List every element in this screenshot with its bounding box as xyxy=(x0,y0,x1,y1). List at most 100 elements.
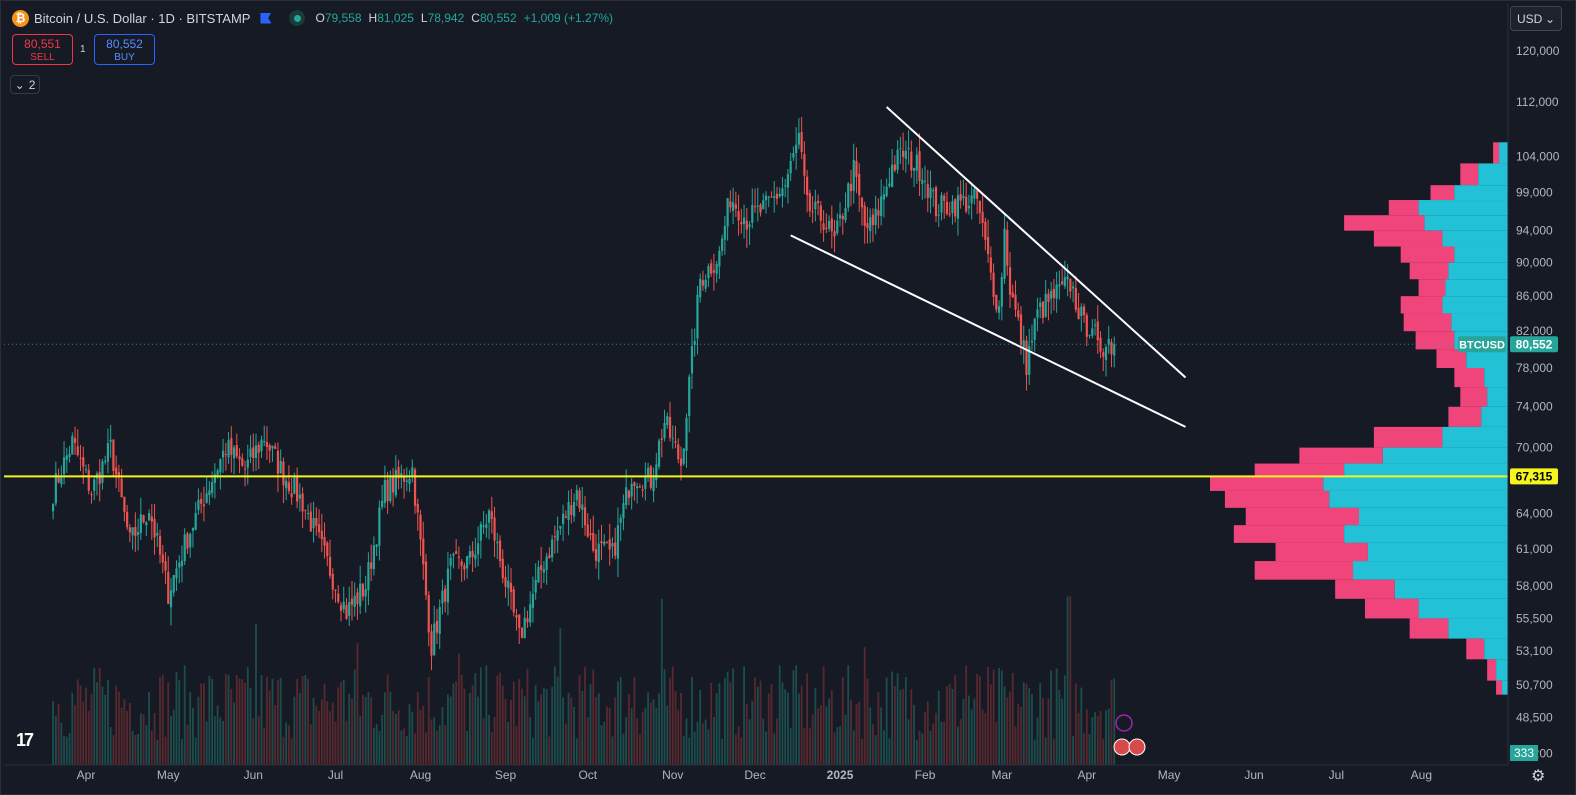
volume-bar xyxy=(364,696,367,765)
candle-body xyxy=(175,568,178,579)
candle-body xyxy=(622,503,625,519)
candle-body xyxy=(84,468,88,470)
volume-bar xyxy=(510,699,512,765)
volume-bar xyxy=(74,704,76,765)
volume-bar xyxy=(1091,717,1094,765)
volume-bar xyxy=(628,693,630,765)
volume-bar xyxy=(926,701,929,765)
candle-body xyxy=(150,516,153,522)
indicators-toggle-button[interactable]: ⌄ 2 xyxy=(10,75,40,94)
candle-body xyxy=(822,223,825,230)
candle-body xyxy=(671,438,674,440)
candle-body xyxy=(219,459,222,473)
volume-bar xyxy=(789,728,792,765)
candle-body xyxy=(707,266,710,278)
volume-bar xyxy=(419,709,422,765)
volume-bar xyxy=(962,698,965,765)
volume-bar xyxy=(795,665,798,765)
y-tick-label: 48,500 xyxy=(1516,711,1553,725)
volume-bar xyxy=(120,707,123,765)
volume-bar xyxy=(1105,710,1107,765)
currency-select[interactable]: USD ⌄ xyxy=(1510,6,1562,31)
volume-bar xyxy=(208,675,211,765)
candle-body xyxy=(611,543,614,547)
buy-button[interactable]: 80,552 BUY xyxy=(94,34,155,65)
candle-body xyxy=(597,543,600,563)
market-status-icon[interactable] xyxy=(289,10,306,26)
volume-bar xyxy=(112,735,115,765)
volume-bar xyxy=(529,717,532,765)
low-value: 78,942 xyxy=(427,11,465,25)
volume-bar xyxy=(378,731,381,765)
candle-body xyxy=(967,205,971,209)
candle-body xyxy=(367,562,370,591)
candle-body xyxy=(191,527,195,531)
x-tick-label: May xyxy=(157,768,180,782)
candle-body xyxy=(775,193,779,199)
volume-bar xyxy=(205,721,208,765)
candle-body xyxy=(378,507,381,546)
volume-bar xyxy=(82,701,85,765)
volume-bar xyxy=(792,670,795,765)
volume-bar xyxy=(309,724,312,765)
sell-button[interactable]: 80,551 SELL xyxy=(12,34,73,65)
candle-body xyxy=(981,211,984,223)
volume-bar xyxy=(578,675,581,765)
candle-body xyxy=(1085,314,1088,337)
us-flag-event-icon xyxy=(1128,738,1146,756)
volume-bar xyxy=(915,739,918,765)
tradingview-logo-icon[interactable]: 17 xyxy=(16,730,34,750)
candle-body xyxy=(350,598,354,605)
candle-body xyxy=(1104,346,1108,360)
candle-body xyxy=(948,213,951,215)
volume-bar xyxy=(674,691,677,765)
candle-body xyxy=(68,453,71,458)
candle-body xyxy=(1066,276,1069,280)
candle-body xyxy=(101,461,104,483)
x-tick-label: Oct xyxy=(578,768,597,782)
volume-bar xyxy=(1085,709,1088,765)
candle-body xyxy=(408,478,411,484)
candle-body xyxy=(847,183,850,208)
candle-body xyxy=(581,504,584,510)
candle-body xyxy=(838,214,842,219)
candle-body xyxy=(161,554,164,563)
volume-bar xyxy=(488,714,490,765)
volume-bar xyxy=(172,709,175,765)
volume-bar xyxy=(710,682,713,765)
volume-bar xyxy=(973,698,976,765)
x-tick-label: Feb xyxy=(915,768,936,782)
last-price-label-value: 80,552 xyxy=(1516,337,1553,351)
x-tick-label: Aug xyxy=(1411,768,1432,782)
candle-body xyxy=(723,225,726,240)
volume-bar xyxy=(778,665,781,765)
volume-profile-up xyxy=(1442,296,1508,314)
candle-body xyxy=(427,595,430,633)
symbol-title[interactable]: Bitcoin / U.S. Dollar · 1D · BITSTAMP xyxy=(34,10,251,26)
candle-body xyxy=(729,201,732,208)
candle-body xyxy=(117,472,121,478)
candle-body xyxy=(213,474,216,483)
volume-profile-up xyxy=(1454,185,1508,201)
candle-body xyxy=(896,149,899,170)
volume-profile-down xyxy=(1373,426,1443,448)
candle-body xyxy=(874,208,877,225)
volume-bar xyxy=(447,694,449,765)
candle-body xyxy=(641,489,644,491)
trendline-upper xyxy=(885,106,1187,379)
candle-body xyxy=(542,569,546,573)
candle-body xyxy=(345,605,348,619)
candle-body xyxy=(1091,328,1094,336)
candle-body xyxy=(359,583,362,607)
gear-icon[interactable]: ⚙ xyxy=(1531,768,1546,785)
volume-bar xyxy=(334,721,337,765)
volume-profile-down xyxy=(1233,525,1345,543)
x-tick-label: May xyxy=(1158,768,1181,782)
candle-body xyxy=(364,589,367,597)
bitcoin-logo-icon: ₿ xyxy=(12,9,29,27)
flag-icon[interactable] xyxy=(260,12,272,24)
candle-body xyxy=(1000,277,1003,307)
volume-profile-up xyxy=(1442,230,1508,247)
candle-body xyxy=(98,472,101,484)
